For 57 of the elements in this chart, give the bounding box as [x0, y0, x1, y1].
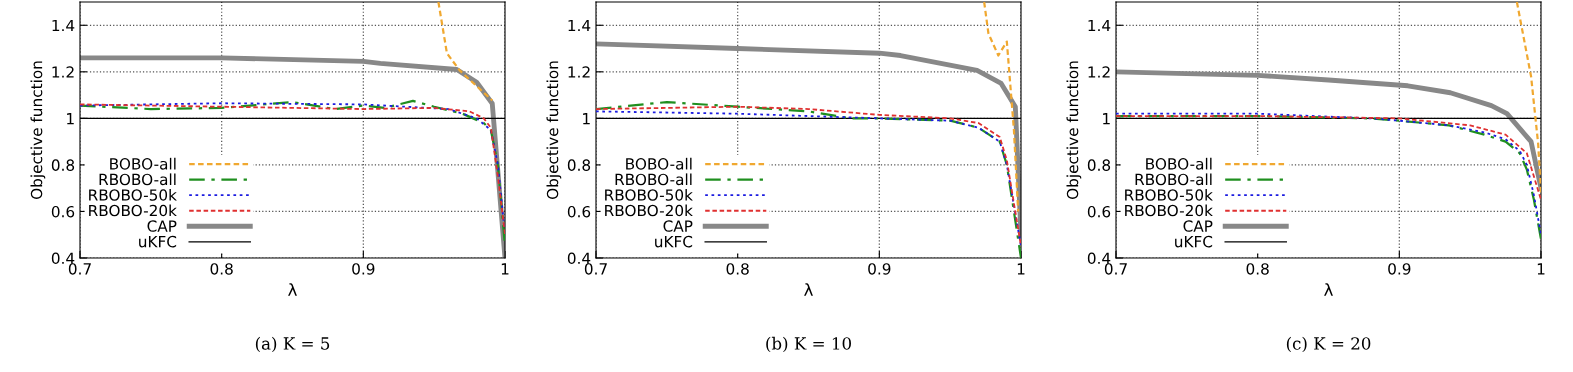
y-tick-label: 0.8	[51, 159, 75, 171]
legend-label: RBOBO-50k	[89, 188, 177, 201]
text: (c) K = 20	[1286, 336, 1371, 353]
y-tick-label: 1	[583, 113, 590, 125]
y-tick-label: 0.6	[1087, 205, 1111, 218]
legend-label: RBOBO-20k	[605, 204, 693, 217]
y-tick-label: 1	[67, 113, 74, 125]
text: (b) K = 10	[766, 336, 851, 353]
legend-label: RBOBO-all	[1135, 173, 1212, 186]
legend-label: uKFC	[655, 235, 693, 248]
y-axis-title: Objective function	[30, 61, 46, 199]
legend-label: BOBO-all	[110, 157, 176, 170]
legend-label: BOBO-all	[1146, 157, 1212, 170]
legend-label: RBOBO-20k	[1125, 204, 1213, 217]
y-tick-label: 0.8	[567, 159, 591, 171]
legend-label: CAP	[1183, 220, 1213, 232]
x-tick-label: 0.9	[1388, 263, 1411, 275]
x-tick-label: 0.7	[584, 263, 607, 275]
legend-label: BOBO-all	[626, 157, 692, 170]
y-axis-title: Objective function	[546, 61, 562, 199]
y-tick-label: 1.4	[568, 19, 591, 32]
x-tick-label: 0.8	[1246, 263, 1269, 275]
legend-label: CAP	[663, 220, 693, 232]
y-tick-label: 0.6	[51, 205, 75, 218]
x-axis-title: λ	[1324, 283, 1333, 296]
y-tick-label: 0.4	[1087, 252, 1111, 265]
text: (a) K = 5	[255, 336, 330, 353]
y-tick-label: 0.8	[1087, 159, 1111, 171]
x-tick-label: 0.9	[868, 263, 891, 275]
x-tick-label: 0.8	[210, 263, 233, 275]
legend-label: RBOBO-50k	[1125, 188, 1213, 201]
y-tick-label: 1	[1103, 113, 1110, 125]
y-tick-label: 1.4	[1088, 19, 1111, 32]
y-tick-label: 1.2	[1088, 66, 1110, 78]
x-tick-label: 0.8	[726, 263, 749, 275]
y-tick-label: 0.6	[567, 205, 591, 218]
x-tick-label: 1	[1017, 263, 1025, 275]
x-tick-label: 0.7	[1104, 263, 1127, 275]
x-tick-label: 0.9	[352, 263, 375, 275]
y-tick-label: 0.4	[51, 252, 75, 265]
x-tick-label: 0.7	[68, 263, 91, 275]
legend-label: RBOBO-20k	[89, 204, 177, 217]
legend-label: CAP	[147, 220, 177, 232]
y-tick-label: 1.2	[52, 66, 74, 78]
legend-label: uKFC	[1175, 235, 1213, 248]
x-tick-label: 1	[1537, 263, 1545, 275]
legend-label: uKFC	[139, 235, 177, 248]
x-tick-label: 1	[501, 263, 509, 275]
y-tick-label: 1.2	[568, 66, 590, 78]
y-axis-title: Objective function	[1066, 61, 1082, 199]
y-tick-label: 0.4	[567, 252, 591, 265]
legend-label: RBOBO-all	[615, 173, 692, 186]
legend-label: RBOBO-all	[99, 173, 176, 186]
legend-label: RBOBO-50k	[605, 188, 693, 201]
x-axis-title: λ	[288, 283, 297, 296]
y-tick-label: 1.4	[52, 19, 75, 32]
x-axis-title: λ	[804, 283, 813, 296]
